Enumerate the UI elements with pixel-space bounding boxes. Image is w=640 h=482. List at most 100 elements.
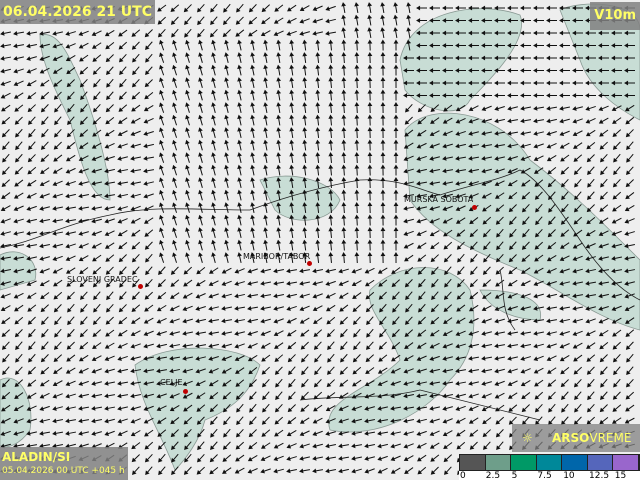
wind-arrow — [234, 268, 245, 274]
wind-arrow — [39, 392, 50, 399]
wind-arrow — [366, 328, 374, 338]
wind-arrow — [80, 303, 88, 313]
wind-arrow — [625, 404, 635, 412]
wind-arrow — [612, 417, 622, 424]
wind-arrow — [468, 18, 479, 23]
wind-arrow — [431, 278, 439, 288]
wind-arrow — [354, 152, 360, 164]
border-line — [299, 389, 541, 421]
wind-arrow — [250, 152, 255, 163]
wind-arrow — [429, 143, 440, 149]
wind-arrow — [507, 392, 518, 399]
wind-arrow — [130, 217, 141, 224]
wind-arrow — [548, 403, 556, 413]
wind-arrow — [406, 14, 412, 26]
wind-arrow — [131, 78, 140, 88]
wind-arrow — [624, 417, 635, 424]
wind-arrow — [364, 443, 376, 449]
wind-arrow — [430, 242, 440, 250]
wind-arrow — [351, 418, 362, 424]
wind-arrow — [429, 193, 440, 199]
wind-arrow — [39, 443, 51, 449]
wind-arrow — [416, 342, 427, 349]
wind-arrow — [13, 192, 24, 199]
wind-arrow — [27, 92, 37, 100]
wind-arrow — [237, 227, 242, 238]
wind-arrow — [78, 205, 90, 211]
wind-arrow — [104, 155, 115, 161]
wind-arrow — [143, 143, 154, 149]
wind-arrow — [559, 293, 571, 299]
wind-arrow — [302, 239, 308, 251]
wind-arrow — [585, 30, 596, 36]
wind-arrow — [2, 353, 10, 363]
wind-arrow — [338, 431, 349, 436]
wind-arrow — [481, 55, 492, 61]
wind-arrow — [561, 191, 569, 201]
wind-arrow — [351, 392, 362, 399]
wind-arrow — [13, 56, 24, 61]
wind-arrow — [481, 30, 492, 36]
wind-arrow — [624, 281, 635, 286]
wind-arrow — [262, 391, 270, 401]
wind-arrow — [393, 89, 399, 101]
wind-arrow — [91, 181, 102, 186]
wind-arrow — [156, 331, 167, 336]
wind-arrow — [416, 355, 427, 361]
wind-arrow — [260, 280, 272, 286]
wind-arrow — [587, 378, 595, 388]
wind-arrow — [130, 130, 141, 136]
wind-arrow — [546, 80, 557, 86]
wind-arrow — [209, 454, 218, 463]
wind-arrow — [144, 217, 154, 224]
wind-arrow — [572, 130, 583, 137]
wind-arrow — [26, 418, 37, 424]
wind-arrow — [274, 366, 283, 375]
wind-arrow — [39, 30, 51, 36]
wind-arrow — [40, 91, 50, 100]
wind-arrow — [482, 216, 492, 225]
wind-arrow — [65, 393, 76, 399]
wind-arrow — [494, 5, 505, 11]
wind-arrow — [236, 3, 244, 13]
wind-arrow — [224, 164, 229, 176]
wind-arrow — [65, 430, 77, 436]
wind-arrow — [598, 243, 609, 249]
wind-arrow — [91, 30, 102, 37]
arso-brand[interactable]: ☼ ARSOVREME — [512, 424, 640, 452]
wind-arrow — [13, 292, 24, 299]
wind-arrow — [548, 203, 556, 213]
wind-arrow — [26, 56, 37, 61]
wind-arrow — [13, 43, 25, 49]
wind-arrow — [52, 418, 64, 424]
wind-arrow — [157, 4, 167, 12]
wind-arrow — [263, 52, 269, 64]
wind-arrow — [66, 291, 75, 300]
wind-arrow — [481, 381, 492, 386]
wind-arrow — [546, 281, 557, 286]
wind-arrow — [52, 243, 63, 249]
wind-arrow — [390, 405, 402, 411]
wind-arrow — [430, 104, 440, 112]
wind-arrow — [172, 52, 178, 63]
wind-arrow — [351, 468, 362, 474]
wind-arrow — [223, 16, 231, 25]
wind-arrow — [237, 52, 242, 63]
wind-arrow — [560, 242, 570, 249]
wind-arrow — [234, 331, 245, 336]
wind-arrow — [105, 104, 114, 113]
wind-arrow — [429, 230, 440, 237]
wind-arrow — [328, 239, 334, 251]
wind-arrow — [104, 129, 115, 137]
wind-arrow — [118, 41, 128, 50]
wind-arrow — [237, 252, 242, 263]
wind-arrow — [234, 318, 246, 324]
wind-arrow — [367, 127, 373, 139]
legend-swatch — [536, 455, 563, 470]
wind-arrow — [105, 42, 115, 50]
wind-arrow — [507, 156, 518, 161]
wind-arrow — [442, 356, 453, 361]
wind-arrow — [393, 227, 399, 239]
wind-arrow — [53, 79, 63, 87]
wind-arrow — [209, 391, 219, 400]
